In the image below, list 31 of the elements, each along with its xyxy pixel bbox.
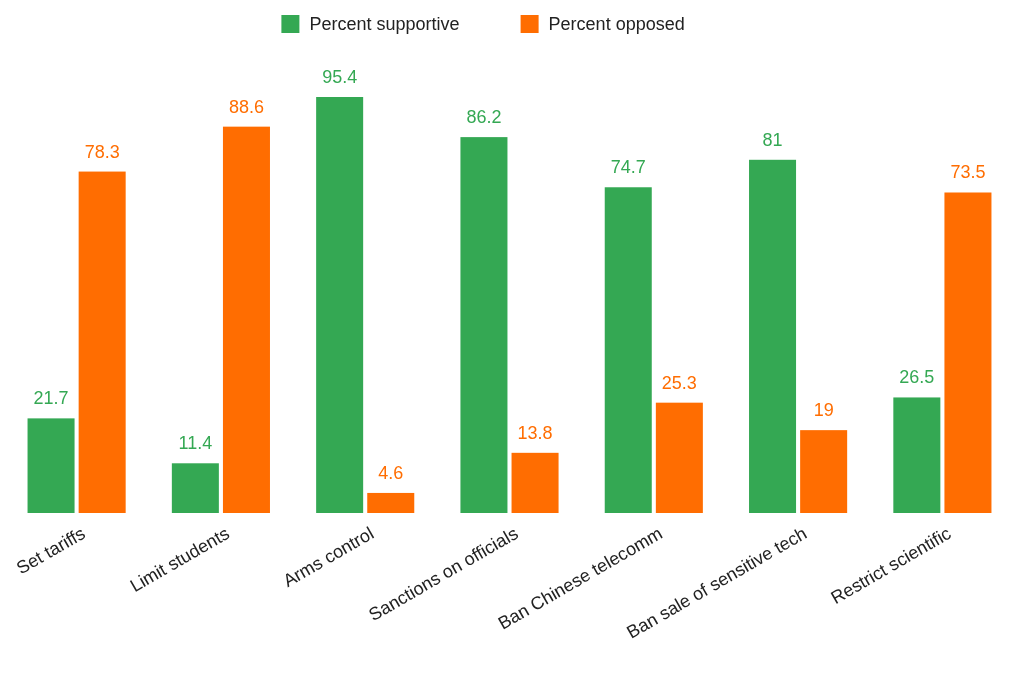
bar — [316, 97, 364, 513]
data-label: 19 — [813, 400, 834, 421]
bar — [800, 430, 848, 513]
bar — [944, 192, 992, 513]
data-label: 81 — [762, 129, 783, 150]
data-label: 4.6 — [378, 462, 404, 483]
data-label: 74.7 — [610, 157, 646, 178]
legend-label: Percent supportive — [309, 14, 460, 34]
data-label: 11.4 — [178, 433, 213, 454]
data-label: 25.3 — [661, 372, 697, 393]
bar — [460, 137, 508, 513]
data-label: 26.5 — [899, 367, 935, 388]
data-label: 13.8 — [517, 422, 553, 443]
data-label: 21.7 — [33, 388, 69, 409]
bar — [749, 159, 797, 513]
bar — [171, 463, 219, 513]
bar — [893, 397, 941, 513]
data-label: 73.5 — [950, 162, 986, 183]
bar — [511, 452, 559, 513]
data-label: 88.6 — [228, 96, 264, 117]
x-tick-label: Set tariffs — [13, 523, 89, 579]
data-label: 95.4 — [322, 67, 358, 87]
bar — [655, 402, 703, 513]
legend-label: Percent opposed — [548, 14, 685, 34]
bar — [222, 126, 270, 513]
bar — [78, 171, 126, 513]
bar — [604, 187, 652, 513]
data-label: 86.2 — [466, 107, 502, 128]
data-label: 78.3 — [84, 141, 120, 162]
bar — [27, 418, 75, 513]
bar — [367, 492, 415, 513]
